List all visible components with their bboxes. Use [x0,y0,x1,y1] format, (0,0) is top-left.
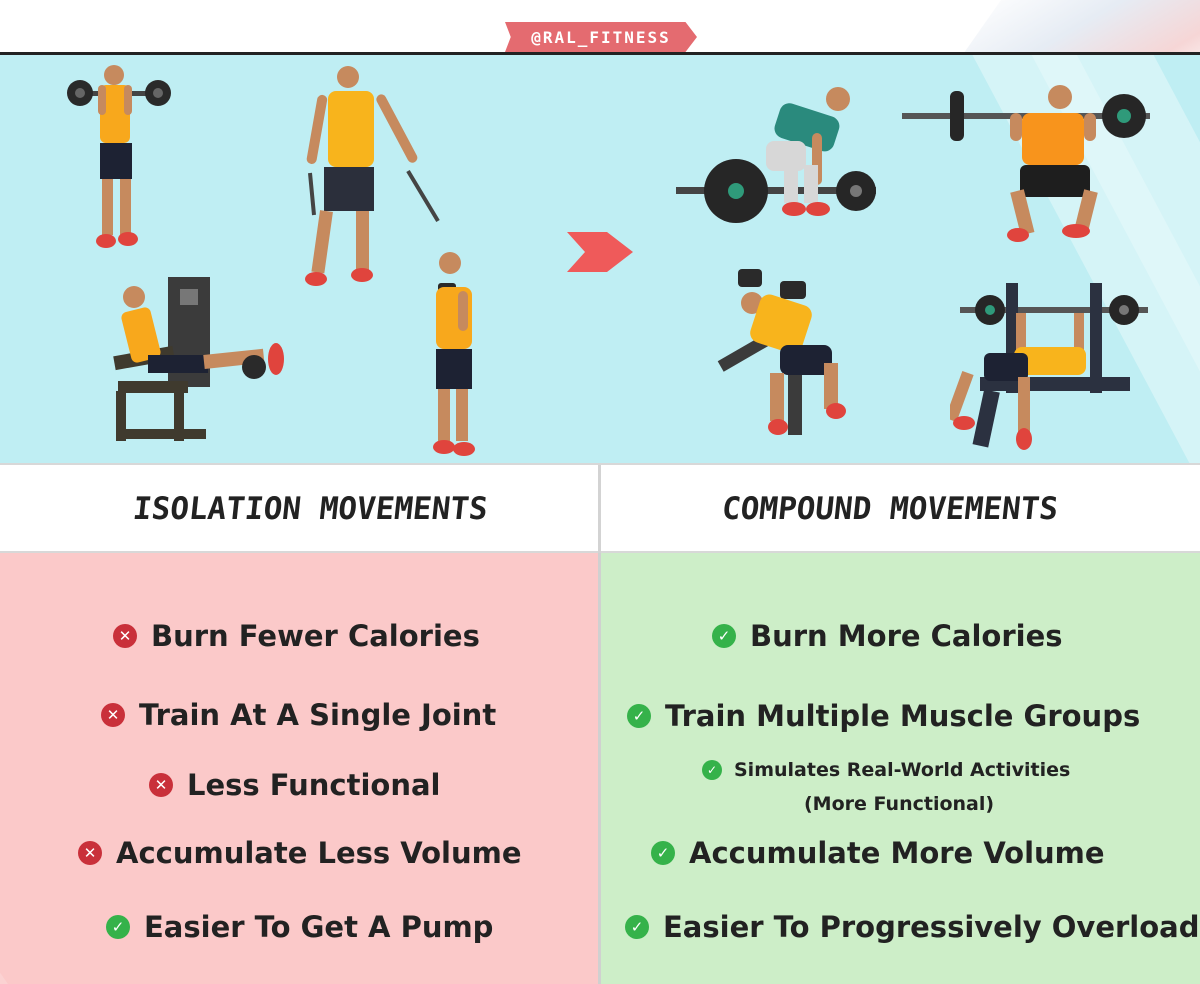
list-item-text: Easier To Get A Pump [144,910,494,944]
list-item-text: Simulates Real-World Activities [734,759,1071,781]
deadlift-figure [676,87,876,223]
list-item: ✕ Less Functional [149,768,441,802]
x-circle-icon: ✕ [113,624,137,648]
dumbbell-curl-figure [433,252,475,456]
barbell-curl-figure [67,65,171,248]
decorative-stripe [937,0,1200,54]
top-banner: @RAL_FITNESS [0,0,1200,54]
list-item: ✓ Accumulate More Volume [651,836,1105,870]
list-item: ✕ Burn Fewer Calories [113,619,480,653]
list-item-text: Train Multiple Muscle Groups [665,699,1141,733]
compound-panel: ✓ Burn More Calories ✓ Train Multiple Mu… [601,553,1200,984]
header-divider-line [0,52,1200,55]
check-circle-icon: ✓ [651,841,675,865]
column-header-row: ISOLATION MOVEMENTS COMPOUND MOVEMENTS [0,463,1200,555]
list-item-text: Train At A Single Joint [139,698,497,732]
isolation-column-title: ISOLATION MOVEMENTS [131,491,490,527]
handle-badge: @RAL_FITNESS [505,22,697,52]
list-item-text: Accumulate More Volume [689,836,1105,870]
list-item: ✓ Simulates Real-World Activities [702,759,1070,781]
list-item: ✓ Easier To Get A Pump [106,910,493,944]
check-circle-icon: ✓ [625,915,649,939]
squat-figure [902,85,1150,242]
list-item-text: Accumulate Less Volume [116,836,522,870]
isolation-panel: ✕ Burn Fewer Calories ✕ Train At A Singl… [0,553,599,984]
list-item-text: Burn More Calories [750,619,1063,653]
list-item: ✓ Train Multiple Muscle Groups [627,699,1140,733]
list-item-text: Easier To Progressively Overload [663,910,1200,944]
x-circle-icon: ✕ [78,841,102,865]
leg-extension-figure [113,277,284,441]
list-item: ✕ Accumulate Less Volume [78,836,522,870]
cable-lateral-raise-figure [305,66,440,286]
bench-press-figure [950,283,1148,450]
check-circle-icon: ✓ [702,760,722,780]
exercise-photo-area [0,55,1200,463]
check-circle-icon: ✓ [627,704,651,728]
x-circle-icon: ✕ [101,703,125,727]
x-circle-icon: ✕ [149,773,173,797]
list-item-continuation: (More Functional) [804,793,995,815]
list-item: ✓ Burn More Calories [712,619,1063,653]
compound-column-title: COMPOUND MOVEMENTS [720,491,1060,527]
chevron-right-arrow-icon [567,232,633,272]
list-item-text: Burn Fewer Calories [151,619,480,653]
column-divider [598,553,601,984]
check-circle-icon: ✓ [712,624,736,648]
column-divider [598,465,601,555]
check-circle-icon: ✓ [106,915,130,939]
list-item: ✕ Train At A Single Joint [101,698,496,732]
list-item-text: Less Functional [187,768,441,802]
incline-dumbbell-press-figure [717,269,846,435]
handle-text: @RAL_FITNESS [531,27,671,47]
list-item: ✓ Easier To Progressively Overload [625,910,1200,944]
